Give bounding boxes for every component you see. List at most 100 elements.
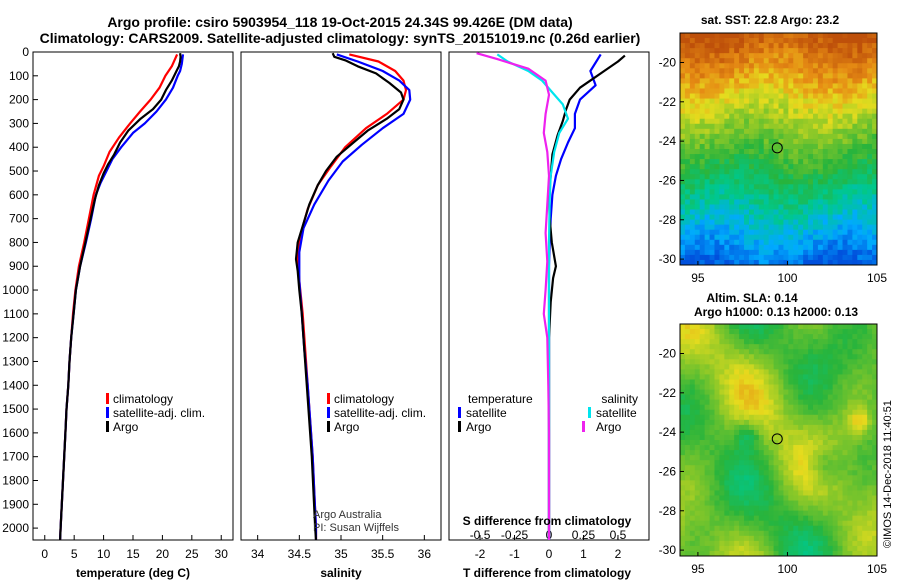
map-cell — [827, 384, 834, 390]
map-cell — [798, 364, 804, 370]
map-cell — [694, 344, 701, 350]
map-cell — [788, 149, 794, 155]
map-cell — [793, 254, 799, 261]
map-cell — [847, 123, 853, 130]
map-cell — [847, 399, 853, 406]
map-cell — [817, 189, 824, 195]
map-cell — [837, 98, 843, 105]
map-cell — [744, 98, 750, 105]
map-cell — [798, 369, 804, 375]
map-cell — [867, 525, 873, 532]
map-cell — [699, 199, 706, 205]
map-cell — [719, 38, 725, 44]
map-cell — [783, 73, 789, 79]
map-cell — [803, 138, 809, 145]
map-cell — [773, 159, 779, 165]
map-cell — [748, 169, 755, 175]
map-cell — [788, 113, 794, 120]
map-cell — [734, 169, 740, 175]
map-cell — [739, 434, 745, 441]
legend-label-s-argo: Argo — [596, 420, 622, 434]
map-cell — [768, 133, 774, 140]
map-cell — [867, 184, 873, 190]
map-cell — [867, 429, 873, 436]
map-cell — [817, 404, 824, 411]
map-cell — [714, 239, 720, 246]
map-cell — [788, 500, 794, 506]
map-cell — [739, 63, 745, 69]
map-cell — [808, 98, 814, 105]
map-cell — [803, 118, 809, 125]
map-cell — [827, 138, 834, 145]
map-cell — [812, 169, 819, 175]
map-y-tick-label: -24 — [659, 425, 677, 439]
map-cell — [862, 73, 868, 79]
map-cell — [724, 174, 730, 180]
map-cell — [837, 133, 843, 140]
map-cell — [753, 409, 760, 416]
map-cell — [748, 143, 755, 150]
map-cell — [803, 379, 809, 385]
map-cell — [857, 535, 863, 542]
map-cell — [788, 93, 794, 99]
map-cell — [689, 344, 696, 350]
map-cell — [822, 490, 829, 496]
map-cell — [847, 460, 853, 466]
map-cell — [788, 159, 794, 165]
map-cell — [694, 434, 701, 441]
map-cell — [704, 510, 710, 517]
map-cell — [822, 93, 829, 99]
map-cell — [862, 364, 868, 370]
map-cell — [680, 48, 686, 54]
map-cell — [748, 244, 755, 251]
map-cell — [842, 344, 848, 350]
map-cell — [827, 525, 834, 532]
map-cell — [689, 259, 696, 266]
map-cell — [748, 540, 755, 547]
map-cell — [793, 219, 799, 226]
map-cell — [872, 138, 878, 145]
map-cell — [822, 515, 829, 522]
map-cell — [729, 189, 735, 195]
map-cell — [847, 189, 853, 195]
map-cell — [832, 545, 838, 552]
map-cell — [739, 374, 745, 380]
map-cell — [842, 515, 848, 522]
map-cell — [842, 465, 848, 471]
map-cell — [734, 455, 740, 461]
map-cell — [748, 118, 755, 125]
map-cell — [817, 505, 824, 512]
map-cell — [739, 179, 745, 185]
map-cell — [837, 113, 843, 120]
map-cell — [689, 324, 696, 330]
map-cell — [753, 179, 760, 185]
map-cell — [798, 103, 804, 110]
map-cell — [699, 510, 706, 517]
depth-tick-label: 1300 — [2, 354, 29, 368]
map-cell — [744, 83, 750, 89]
map-cell — [867, 63, 873, 69]
map-cell — [862, 143, 868, 150]
map-cell — [773, 118, 779, 125]
map-cell — [773, 354, 779, 360]
map-cell — [778, 53, 784, 59]
map-cell — [808, 470, 814, 476]
map-cell — [768, 219, 774, 226]
map-cell — [763, 450, 770, 456]
map-cell — [857, 354, 863, 360]
map-cell — [852, 329, 858, 335]
map-cell — [714, 184, 720, 190]
map-y-tick-label: -28 — [659, 504, 677, 518]
map-cell — [719, 259, 725, 266]
map-cell — [744, 349, 750, 355]
map-cell — [867, 179, 873, 185]
map-cell — [808, 184, 814, 190]
map-cell — [739, 149, 745, 155]
map-cell — [783, 339, 789, 345]
map-cell — [684, 214, 691, 221]
map-cell — [734, 414, 740, 421]
map-cell — [699, 184, 706, 190]
map-cell — [689, 480, 696, 486]
map-cell — [812, 68, 819, 74]
map-cell — [729, 244, 735, 251]
